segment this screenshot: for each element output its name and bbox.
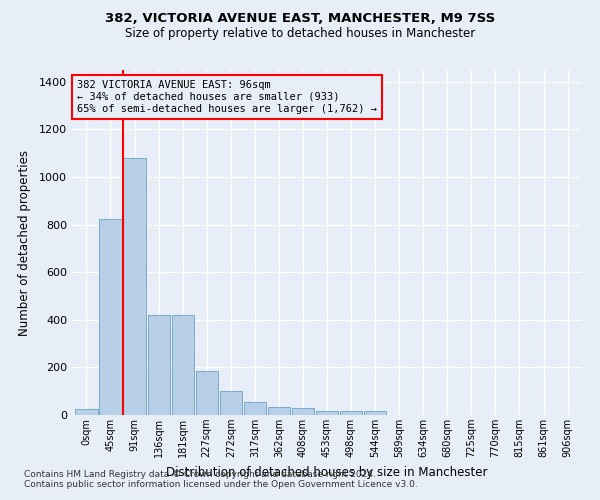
X-axis label: Distribution of detached houses by size in Manchester: Distribution of detached houses by size … — [166, 466, 488, 478]
Bar — [268, 406, 290, 415]
Bar — [148, 315, 170, 415]
Y-axis label: Number of detached properties: Number of detached properties — [17, 150, 31, 336]
Bar — [244, 402, 266, 415]
Bar — [76, 409, 98, 415]
Bar — [172, 315, 194, 415]
Bar — [316, 412, 338, 415]
Bar — [364, 412, 386, 415]
Text: Contains HM Land Registry data © Crown copyright and database right 2024.
Contai: Contains HM Land Registry data © Crown c… — [24, 470, 418, 489]
Bar — [100, 218, 122, 415]
Text: 382 VICTORIA AVENUE EAST: 96sqm
← 34% of detached houses are smaller (933)
65% o: 382 VICTORIA AVENUE EAST: 96sqm ← 34% of… — [77, 80, 377, 114]
Text: Size of property relative to detached houses in Manchester: Size of property relative to detached ho… — [125, 28, 475, 40]
Bar — [292, 408, 314, 415]
Bar — [124, 158, 146, 415]
Bar — [220, 391, 242, 415]
Text: 382, VICTORIA AVENUE EAST, MANCHESTER, M9 7SS: 382, VICTORIA AVENUE EAST, MANCHESTER, M… — [105, 12, 495, 26]
Bar — [196, 371, 218, 415]
Bar — [340, 412, 362, 415]
